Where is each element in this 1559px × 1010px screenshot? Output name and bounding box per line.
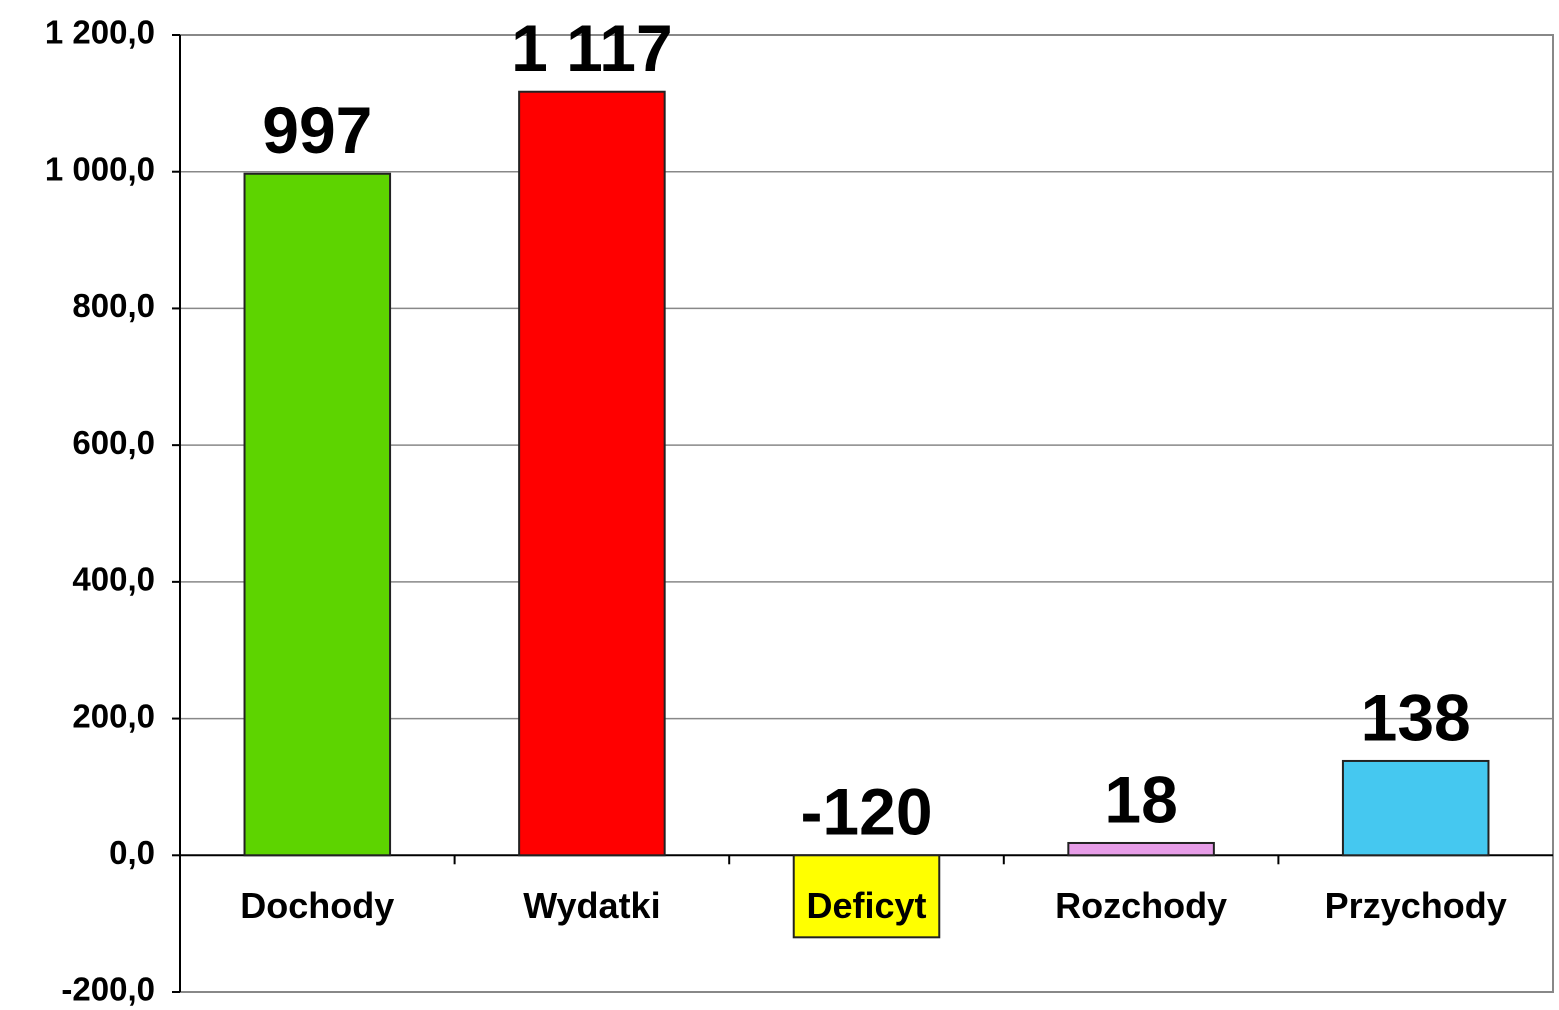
bar bbox=[243, 172, 392, 857]
bar bbox=[792, 854, 941, 939]
x-tick-label: Wydatki bbox=[523, 885, 660, 926]
y-tick-label: 1 200,0 bbox=[45, 14, 155, 51]
value-label: 138 bbox=[1361, 680, 1471, 754]
bar bbox=[1341, 759, 1490, 857]
y-tick-label: 200,0 bbox=[72, 697, 155, 734]
y-tick-label: -200,0 bbox=[61, 971, 155, 1008]
x-tick-label: Dochody bbox=[240, 885, 394, 926]
x-tick-label: Rozchody bbox=[1055, 885, 1227, 926]
value-label: 997 bbox=[262, 93, 372, 167]
y-tick-label: 1 000,0 bbox=[45, 150, 155, 187]
y-tick-label: 600,0 bbox=[72, 424, 155, 461]
x-tick-label: Deficyt bbox=[806, 885, 926, 926]
x-tick-label: Przychody bbox=[1325, 885, 1507, 926]
value-label: 1 117 bbox=[511, 11, 673, 85]
bar bbox=[1067, 841, 1215, 857]
plot-area bbox=[179, 34, 1554, 993]
y-tick-label: 800,0 bbox=[72, 287, 155, 324]
y-tick-label: 0,0 bbox=[109, 834, 155, 871]
value-label: -120 bbox=[800, 775, 932, 849]
value-label: 18 bbox=[1104, 762, 1177, 836]
y-tick-label: 400,0 bbox=[72, 561, 155, 598]
bar bbox=[518, 90, 666, 857]
